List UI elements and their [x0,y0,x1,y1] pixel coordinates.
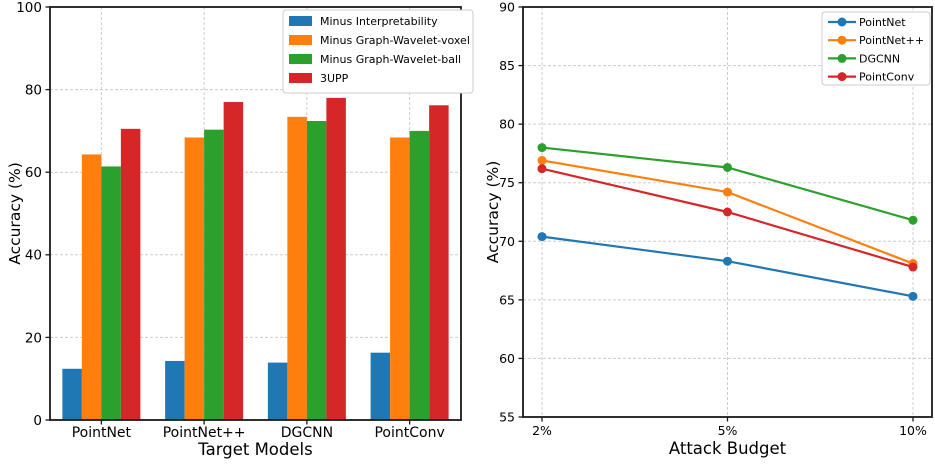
bar [267,362,288,420]
data-point [723,187,732,197]
legend-swatch [289,54,312,64]
data-point [723,162,732,172]
x-axis-label: Attack Budget [669,439,787,458]
bar [287,116,307,420]
legend-item: 3UPP [289,72,349,85]
legend-label: PointNet++ [859,34,924,47]
y-axis-tick-label: 20 [25,330,42,346]
x-axis-tick-label: 2% [532,423,552,438]
attack-budget-line-chart: 55 60 65 70 75 80 85 90 2% 5% 10% Attack Budget Accu… [484,0,933,458]
legend: Minus Interpretability Minus Graph-Wavele… [282,9,474,94]
bar [326,97,346,421]
data-point [537,164,547,174]
data-point [537,143,547,153]
data-point [537,155,547,165]
legend-label: PointConv [859,71,915,84]
bar [101,166,121,420]
y-axis-label: Accuracy (%) [6,162,24,265]
x-axis-tick-label: 10% [899,423,927,438]
x-axis-tick-label: DGCNN [281,425,333,441]
y-axis-tick-label: 100 [16,0,42,16]
bar [409,130,430,420]
bar [429,105,449,420]
ablation-bar-chart: 0 20 40 60 80 100 PointNet PointNet++ DGCNN Point… [6,0,474,459]
legend-label: Minus Interpretability [320,15,438,28]
plot-border [49,6,462,421]
legend-label: 3UPP [320,72,349,85]
data-point [723,207,732,217]
legend-item: Minus Interpretability [289,15,438,28]
legend-marker [837,53,847,63]
bar [120,128,141,420]
x-axis-tick-label: PointConv [374,425,444,441]
y-axis-tick-label: 55 [499,410,515,425]
y-axis-tick-label: 90 [499,0,515,15]
bar [370,352,391,420]
bar [390,137,410,420]
legend-box [282,9,474,94]
bar [204,129,224,420]
bar [165,360,185,420]
legend-label: Minus Graph-Wavelet-voxel [320,34,470,47]
y-axis-tick-label: 75 [499,175,515,190]
legend-box [821,11,931,86]
legend: PointNet PointNet++ DGCNN PointConv [821,11,931,86]
legend-item: PointNet++ [828,34,924,47]
legend-item: PointNet [828,16,906,29]
legend-swatch [289,73,312,83]
bar [62,368,82,420]
x-axis-tick-label: PointNet++ [163,425,246,441]
bar [223,101,244,421]
y-axis-tick-label: 60 [499,351,515,366]
legend-item: PointConv [828,71,915,84]
bar [184,137,205,420]
y-axis-tick-label: 60 [25,165,42,181]
bar [81,154,102,421]
legend-marker [837,72,847,82]
x-axis-label: Target Models [197,440,312,459]
legend-label: DGCNN [859,52,900,65]
y-axis-tick-label: 80 [25,82,42,98]
legend-item: Minus Graph-Wavelet-voxel [289,34,470,47]
legend-label: Minus Graph-Wavelet-ball [320,53,461,66]
data-point [537,232,547,242]
y-axis-label: Accuracy (%) [484,161,502,264]
legend-swatch [289,35,312,45]
legend-marker [837,35,847,45]
y-axis-tick-label: 85 [499,58,515,73]
data-point [908,291,918,301]
y-axis-tick-label: 0 [33,413,42,429]
y-axis-tick-label: 65 [499,292,515,307]
bar [306,120,327,420]
data-point [908,215,918,225]
x-axis-tick-label: PointNet [72,425,132,441]
y-axis-tick-label: 80 [499,117,515,132]
legend-label: PointNet [859,16,906,29]
legend-marker [837,17,847,27]
x-axis-tick-label: 5% [718,423,738,438]
legend-item: Minus Graph-Wavelet-ball [289,53,461,66]
data-point [908,262,918,272]
legend-swatch [289,16,312,26]
legend-item: DGCNN [828,52,900,65]
y-axis-tick-label: 70 [499,234,515,249]
data-point [723,256,732,266]
y-axis-tick-label: 40 [25,248,42,264]
